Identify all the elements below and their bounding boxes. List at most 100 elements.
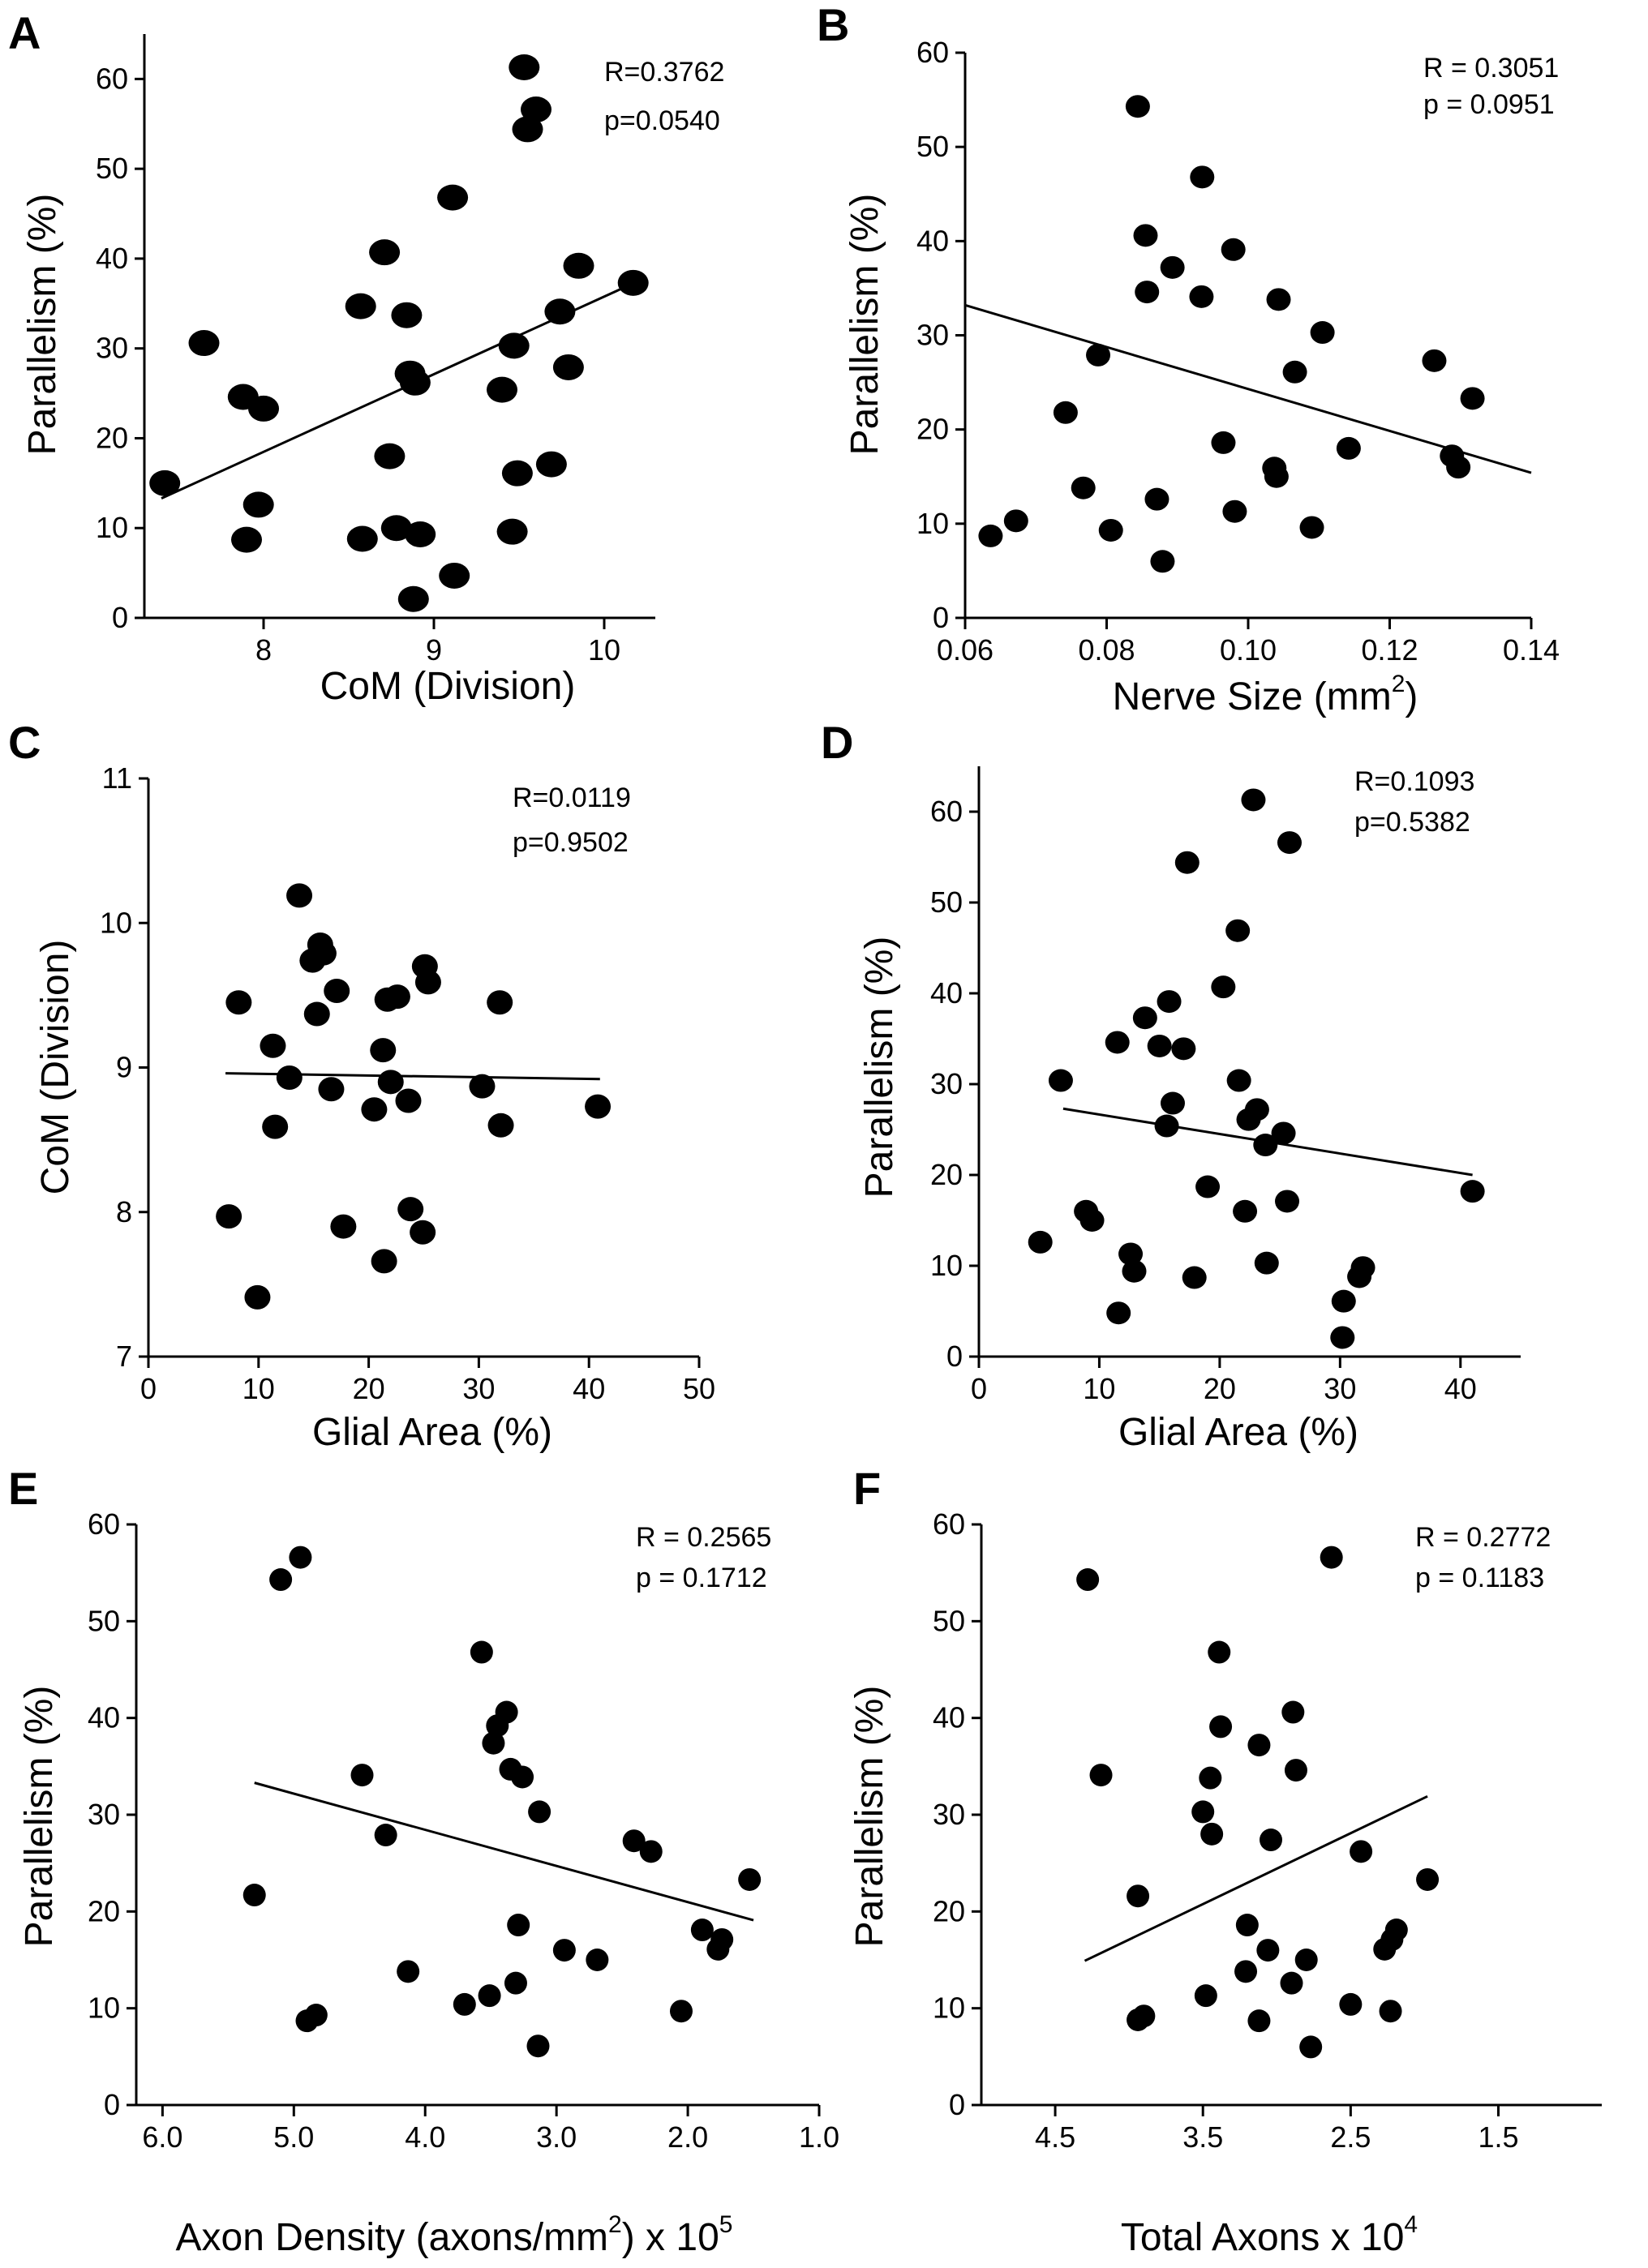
data-point <box>509 54 540 80</box>
data-point <box>1350 1840 1373 1863</box>
data-point <box>738 1867 762 1891</box>
x-tick-label: 3.0 <box>536 2120 577 2154</box>
data-point <box>1003 509 1028 533</box>
data-point <box>1221 238 1246 261</box>
data-point <box>1048 1069 1073 1092</box>
x-ticks: 0 10 20 30 40 50 <box>140 1357 715 1405</box>
y-tick-label: 40 <box>933 1701 965 1734</box>
data-point <box>1199 1766 1222 1790</box>
x-ticks: 0.06 0.08 0.10 0.12 0.14 <box>937 618 1560 667</box>
data-point <box>370 1038 397 1063</box>
stat-p: p=0.9502 <box>513 827 629 858</box>
data-point <box>1132 2004 1156 2028</box>
data-point <box>1133 224 1158 247</box>
data-point <box>563 252 594 279</box>
x-tick-label: 4.0 <box>405 2120 445 2154</box>
x-tick-label: 9 <box>426 633 442 667</box>
axes <box>963 53 1531 620</box>
data-point <box>478 1984 501 2008</box>
data-point <box>330 1214 357 1239</box>
y-tick-label: 0 <box>933 601 949 634</box>
data-point <box>469 1074 496 1099</box>
y-tick-label: 20 <box>88 1894 120 1927</box>
x-tick-label: 3.5 <box>1182 2120 1223 2154</box>
data-point <box>248 395 279 422</box>
data-points <box>1076 1546 1440 2059</box>
data-point <box>1241 788 1266 812</box>
data-point <box>1225 919 1251 942</box>
x-tick-label: 8 <box>255 633 272 667</box>
data-point <box>1446 456 1471 479</box>
y-tick-label: 40 <box>916 224 949 257</box>
y-tick-label: 50 <box>88 1604 120 1637</box>
data-point <box>586 1949 609 1971</box>
x-tick-label: 0.08 <box>1078 633 1135 667</box>
data-point <box>437 184 469 211</box>
data-point <box>410 1220 436 1245</box>
panel-letter: E <box>8 1463 38 1514</box>
stat-p: p = 0.0951 <box>1423 89 1555 120</box>
data-point <box>544 298 576 325</box>
y-tick-label: 0 <box>112 601 128 634</box>
x-tick-label: 20 <box>353 1372 385 1405</box>
x-ticks: 8 9 10 <box>255 618 620 667</box>
data-point <box>1071 476 1096 499</box>
data-point <box>1154 1114 1179 1138</box>
data-point <box>303 1001 330 1027</box>
y-tick-label: 60 <box>930 795 963 828</box>
data-point <box>1118 1242 1144 1266</box>
data-point <box>1331 1289 1356 1313</box>
data-point <box>374 1824 397 1847</box>
panel-c: C 7 8 9 10 11 0 10 20 30 40 50 Glial Area (%) CoM… <box>8 717 715 1454</box>
y-tick-label: 40 <box>88 1701 120 1734</box>
data-point <box>1320 1546 1343 1569</box>
data-point <box>1460 387 1485 410</box>
axes <box>147 778 699 1358</box>
data-points <box>1028 788 1485 1349</box>
y-tick-label: 30 <box>96 332 128 365</box>
data-point <box>617 269 649 296</box>
data-point <box>188 330 220 357</box>
data-point <box>1266 288 1291 311</box>
y-tick-label: 40 <box>96 242 128 275</box>
data-point <box>391 302 423 328</box>
data-point <box>639 1840 663 1863</box>
panel-letter: F <box>853 1463 881 1514</box>
x-axis-label-sup: 2 <box>608 2211 622 2238</box>
data-point <box>1147 1034 1172 1057</box>
y-axis-label: CoM (Division) <box>34 940 77 1195</box>
data-point <box>346 525 378 552</box>
data-point <box>1234 1960 1258 1983</box>
y-tick-label: 30 <box>916 319 949 352</box>
data-point <box>1275 1190 1300 1213</box>
x-tick-label: 0.14 <box>1503 633 1560 667</box>
y-tick-label: 30 <box>930 1067 963 1100</box>
panel-letter: C <box>8 717 41 768</box>
x-tick-label: 40 <box>1444 1372 1477 1405</box>
data-point <box>231 526 262 553</box>
y-tick-label: 10 <box>88 1991 120 2025</box>
x-tick-label: 2.0 <box>667 2120 708 2154</box>
y-tick-label: 0 <box>946 1340 963 1373</box>
data-point <box>669 2000 693 2023</box>
y-axis-label: Parallelism (%) <box>843 194 886 456</box>
x-tick-label: 40 <box>573 1372 605 1405</box>
data-point <box>1336 436 1361 460</box>
data-point <box>470 1640 493 1664</box>
y-tick-label: 8 <box>116 1195 132 1228</box>
y-ticks: 0 10 20 30 40 50 60 <box>930 795 979 1373</box>
panel-a: A 0 10 20 30 40 50 60 8 9 10 CoM (Division) Para… <box>8 7 724 708</box>
data-point <box>361 1097 388 1122</box>
panel-letter: A <box>8 7 41 58</box>
data-point <box>521 96 551 123</box>
data-point <box>216 1204 242 1229</box>
data-point <box>397 1960 420 1983</box>
x-tick-label: 20 <box>1204 1372 1236 1405</box>
data-point <box>380 515 412 542</box>
x-ticks: 4.5 3.5 2.5 1.5 <box>1035 2105 1519 2154</box>
data-point <box>1282 360 1307 384</box>
stat-p: p = 0.1712 <box>636 1563 767 1593</box>
x-tick-label: 4.5 <box>1035 2120 1075 2154</box>
y-tick-label: 50 <box>916 130 949 163</box>
